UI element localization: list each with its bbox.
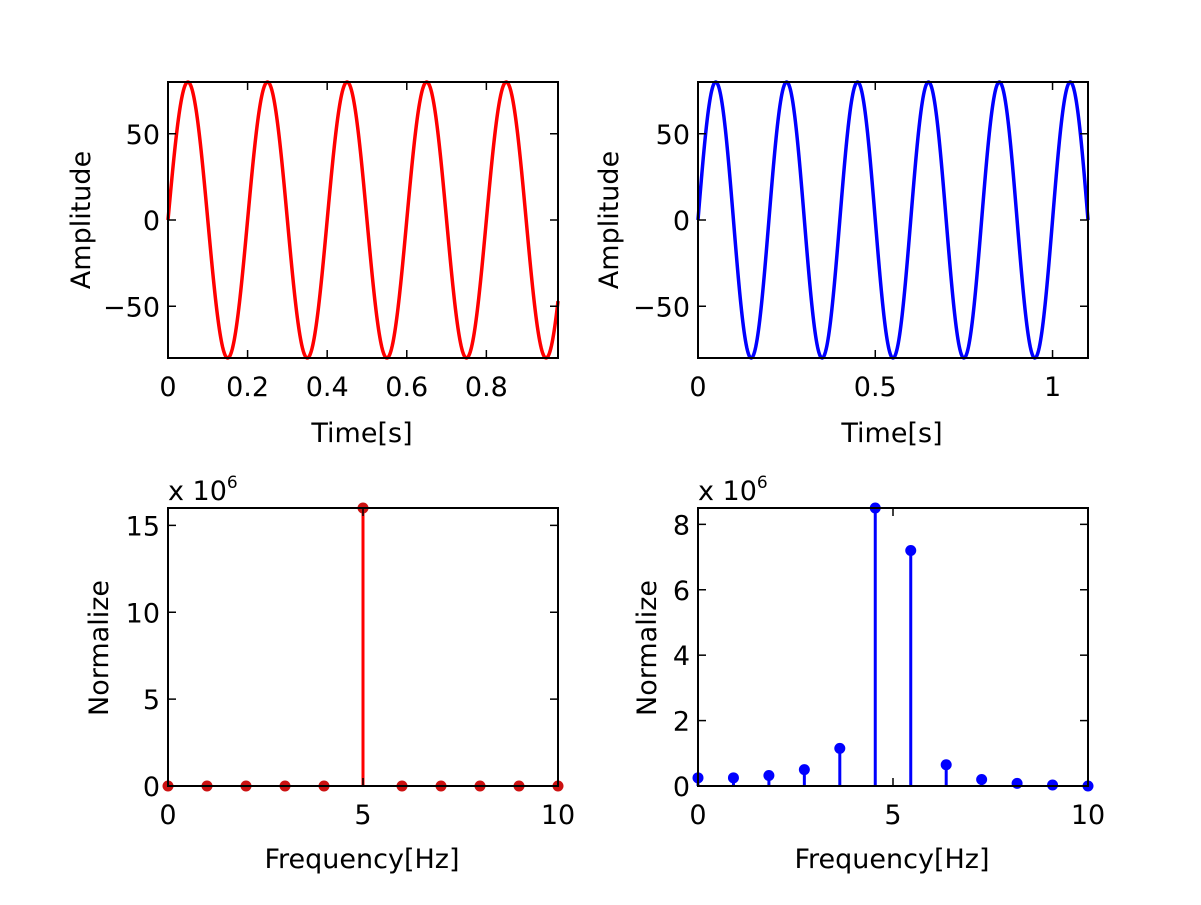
x-tick-label: 0.6 — [385, 372, 428, 403]
series-line-0 — [696, 80, 1090, 360]
x-tick-label: 1 — [1044, 372, 1061, 403]
y-axis-label: Amplitude — [594, 151, 625, 289]
y-tick-label: 2 — [673, 707, 690, 738]
axes-box — [697, 81, 1089, 359]
y-axis-label: Normalize — [84, 580, 115, 716]
stem-marker — [1011, 777, 1023, 789]
stem-marker — [905, 545, 917, 557]
y-tick-label: 0 — [143, 772, 160, 803]
y-tick-label: 0 — [673, 772, 690, 803]
y-tick-label: 15 — [126, 511, 160, 542]
stem-marker — [798, 764, 810, 776]
x-tick-label: 0.8 — [465, 372, 508, 403]
y-axis-label: Amplitude — [66, 151, 97, 289]
stem-marker — [834, 742, 846, 754]
y-tick-label: 50 — [656, 120, 690, 151]
panel-top-left-time-signal: Time[s] Amplitude 0 0.2 0.4 0.6 0.8 50 0 −50 — [66, 80, 560, 449]
x-tick-label: 0.2 — [226, 372, 269, 403]
stem-marker — [763, 770, 775, 782]
x-tick-label: 0 — [159, 372, 176, 403]
panel-bottom-left-spectrum: Frequency[Hz] Normalize x 106 0 5 10 0 5 10 15 — [84, 473, 575, 875]
y-multiplier-exponent: 6 — [757, 473, 768, 493]
x-tick-label: 5 — [884, 800, 901, 831]
y-tick-label: 8 — [673, 510, 690, 541]
x-tick-label: 0 — [159, 800, 176, 831]
y-tick-label: 5 — [143, 685, 160, 716]
x-axis-label: Frequency[Hz] — [264, 844, 459, 875]
y-tick-label: 50 — [126, 120, 160, 151]
x-axis-label: Time[s] — [840, 418, 942, 449]
x-tick-label: 0 — [689, 372, 706, 403]
y-tick-label: 10 — [126, 598, 160, 629]
axes-box — [167, 81, 559, 359]
y-tick-label: −50 — [103, 292, 160, 323]
panel-top-right-time-signal: Time[s] Amplitude 0 0.5 1 50 0 −50 — [594, 80, 1090, 449]
y-multiplier-base: x 10 — [698, 476, 757, 507]
y-multiplier-label: x 106 — [698, 473, 768, 507]
stem-marker — [940, 759, 952, 771]
y-tick-label: 4 — [673, 641, 690, 672]
y-multiplier-base: x 10 — [168, 476, 227, 507]
x-tick-label: 0.4 — [306, 372, 349, 403]
y-multiplier-exponent: 6 — [227, 473, 238, 493]
y-tick-label: 6 — [673, 576, 690, 607]
axes-box — [697, 507, 1089, 787]
y-axis-label: Normalize — [632, 580, 663, 716]
y-tick-label: 0 — [143, 206, 160, 237]
series-line-0 — [166, 80, 560, 360]
x-tick-label: 5 — [354, 800, 371, 831]
y-tick-label: −50 — [633, 292, 690, 323]
x-axis-label: Frequency[Hz] — [794, 844, 989, 875]
stem-marker — [976, 773, 988, 785]
x-tick-label: 0 — [689, 800, 706, 831]
y-tick-label: 0 — [673, 206, 690, 237]
stem-marker — [727, 772, 739, 784]
x-tick-label: 10 — [1071, 800, 1105, 831]
x-tick-label: 10 — [541, 800, 575, 831]
x-axis-label: Time[s] — [310, 418, 412, 449]
x-tick-label: 0.5 — [854, 372, 897, 403]
y-multiplier-label: x 106 — [168, 473, 238, 507]
